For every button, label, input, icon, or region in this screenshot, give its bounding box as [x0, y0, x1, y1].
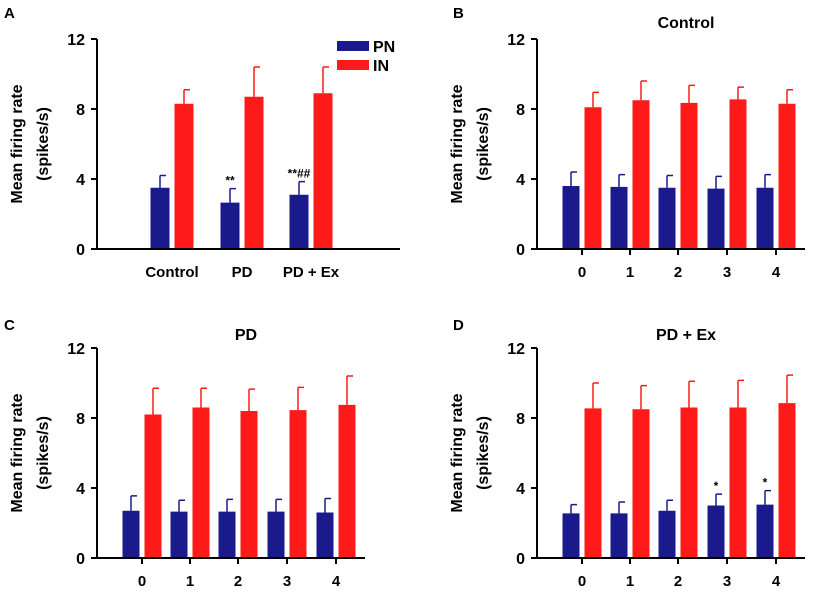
bar-pn-4 — [316, 512, 334, 558]
bar-pn-2 — [658, 510, 676, 558]
y-tick-label: 8 — [76, 102, 85, 119]
x-tick-label: 1 — [626, 264, 634, 281]
bar-in-1 — [632, 409, 650, 558]
significance-mark: ** — [225, 174, 235, 188]
legend: PN IN — [337, 39, 395, 75]
y-tick-label: 0 — [516, 551, 525, 568]
x-tick-label: 2 — [674, 264, 682, 281]
bar-in-1 — [632, 100, 650, 249]
chart-title: PD — [235, 327, 257, 344]
y-tick-label: 8 — [76, 411, 85, 428]
bar-in-4 — [778, 403, 796, 558]
x-tick-label: 1 — [626, 573, 634, 590]
y-axis-label-line1: Mean firing rate — [449, 84, 466, 203]
bar-pn-3 — [707, 505, 725, 558]
chart-panel-a: A Mean firing rate (spikes/s) ** **## 0 4 8 12 Co… — [4, 5, 400, 281]
panel-label: B — [453, 5, 464, 22]
x-tick-label: 3 — [283, 573, 291, 590]
x-tick-label: 2 — [674, 573, 682, 590]
significance-mark: * — [763, 476, 768, 490]
bar-pn-1 — [610, 186, 628, 249]
y-axis-label-line1: Mean firing rate — [9, 393, 26, 512]
bar-pn-2 — [289, 194, 309, 249]
bar-pn-1 — [610, 513, 628, 558]
significance-mark: * — [714, 479, 719, 493]
y-tick-label: 4 — [516, 172, 525, 189]
y-tick-label: 4 — [516, 481, 525, 498]
bar-pn-2 — [658, 187, 676, 249]
y-tick-label: 4 — [76, 481, 85, 498]
bar-in-3 — [289, 410, 307, 558]
y-tick-label: 0 — [516, 242, 525, 259]
y-tick-label: 12 — [67, 341, 85, 358]
y-axis-label-line1: Mean firing rate — [449, 393, 466, 512]
panel-label: D — [453, 317, 464, 334]
bar-pn-3 — [707, 188, 725, 249]
chart-title: Control — [658, 15, 715, 32]
x-tick-label: 4 — [772, 264, 781, 281]
bar-in-0 — [174, 103, 194, 249]
bar-in-1 — [192, 407, 210, 558]
x-tick-label: 4 — [772, 573, 781, 590]
x-tick-label: 4 — [332, 573, 341, 590]
bar-pn-0 — [562, 186, 580, 249]
x-tick-label: 2 — [234, 573, 242, 590]
y-tick-label: 8 — [516, 411, 525, 428]
x-tick-label: 3 — [723, 573, 731, 590]
x-tick-label: PD + Ex — [283, 264, 340, 281]
bar-in-0 — [584, 107, 602, 249]
y-axis-label-line2: (spikes/s) — [475, 416, 492, 490]
bar-in-0 — [584, 408, 602, 558]
chart-title: PD + Ex — [656, 327, 716, 344]
bar-pn-1 — [170, 511, 188, 558]
x-tick-label: 1 — [186, 573, 194, 590]
y-tick-label: 0 — [76, 551, 85, 568]
bar-in-3 — [729, 407, 747, 558]
y-tick-label: 12 — [507, 32, 525, 49]
bar-in-4 — [338, 404, 356, 558]
bar-in-4 — [778, 103, 796, 249]
bar-pn-2 — [218, 511, 236, 558]
bar-in-3 — [729, 99, 747, 249]
bar-pn-3 — [267, 511, 285, 558]
x-tick-label: PD — [232, 264, 253, 281]
bar-pn-0 — [150, 187, 170, 249]
legend-label-pn: PN — [373, 39, 395, 56]
chart-panel-d: D PD + Ex Mean firing rate (spikes/s) * * 0 4 8 1… — [449, 317, 805, 590]
bar-in-2 — [240, 411, 258, 558]
bar-pn-4 — [756, 187, 774, 249]
y-axis-label-line2: (spikes/s) — [35, 107, 52, 181]
x-tick-label: 3 — [723, 264, 731, 281]
legend-swatch-in — [337, 60, 369, 70]
y-tick-label: 0 — [76, 242, 85, 259]
bar-in-1 — [244, 96, 264, 249]
bar-pn-0 — [562, 513, 580, 558]
y-tick-label: 12 — [67, 32, 85, 49]
bar-pn-4 — [756, 504, 774, 558]
y-axis-label-line1: Mean firing rate — [9, 84, 26, 203]
bar-pn-1 — [220, 202, 240, 249]
y-axis-label-line2: (spikes/s) — [475, 107, 492, 181]
x-tick-label: 0 — [578, 264, 586, 281]
x-tick-label: 0 — [578, 573, 586, 590]
y-tick-label: 8 — [516, 102, 525, 119]
y-tick-label: 12 — [507, 341, 525, 358]
legend-label-in: IN — [373, 58, 389, 75]
bar-in-2 — [680, 407, 698, 558]
x-tick-label: Control — [145, 264, 198, 281]
bar-pn-0 — [122, 510, 140, 558]
x-tick-label: 0 — [138, 573, 146, 590]
legend-swatch-pn — [337, 41, 369, 51]
panel-label: C — [4, 317, 15, 334]
bar-in-0 — [144, 414, 162, 558]
y-axis-label-line2: (spikes/s) — [35, 416, 52, 490]
significance-mark: **## — [288, 167, 311, 181]
panel-label: A — [4, 5, 15, 22]
bar-in-2 — [680, 102, 698, 249]
bar-in-2 — [313, 93, 333, 249]
y-tick-label: 4 — [76, 172, 85, 189]
